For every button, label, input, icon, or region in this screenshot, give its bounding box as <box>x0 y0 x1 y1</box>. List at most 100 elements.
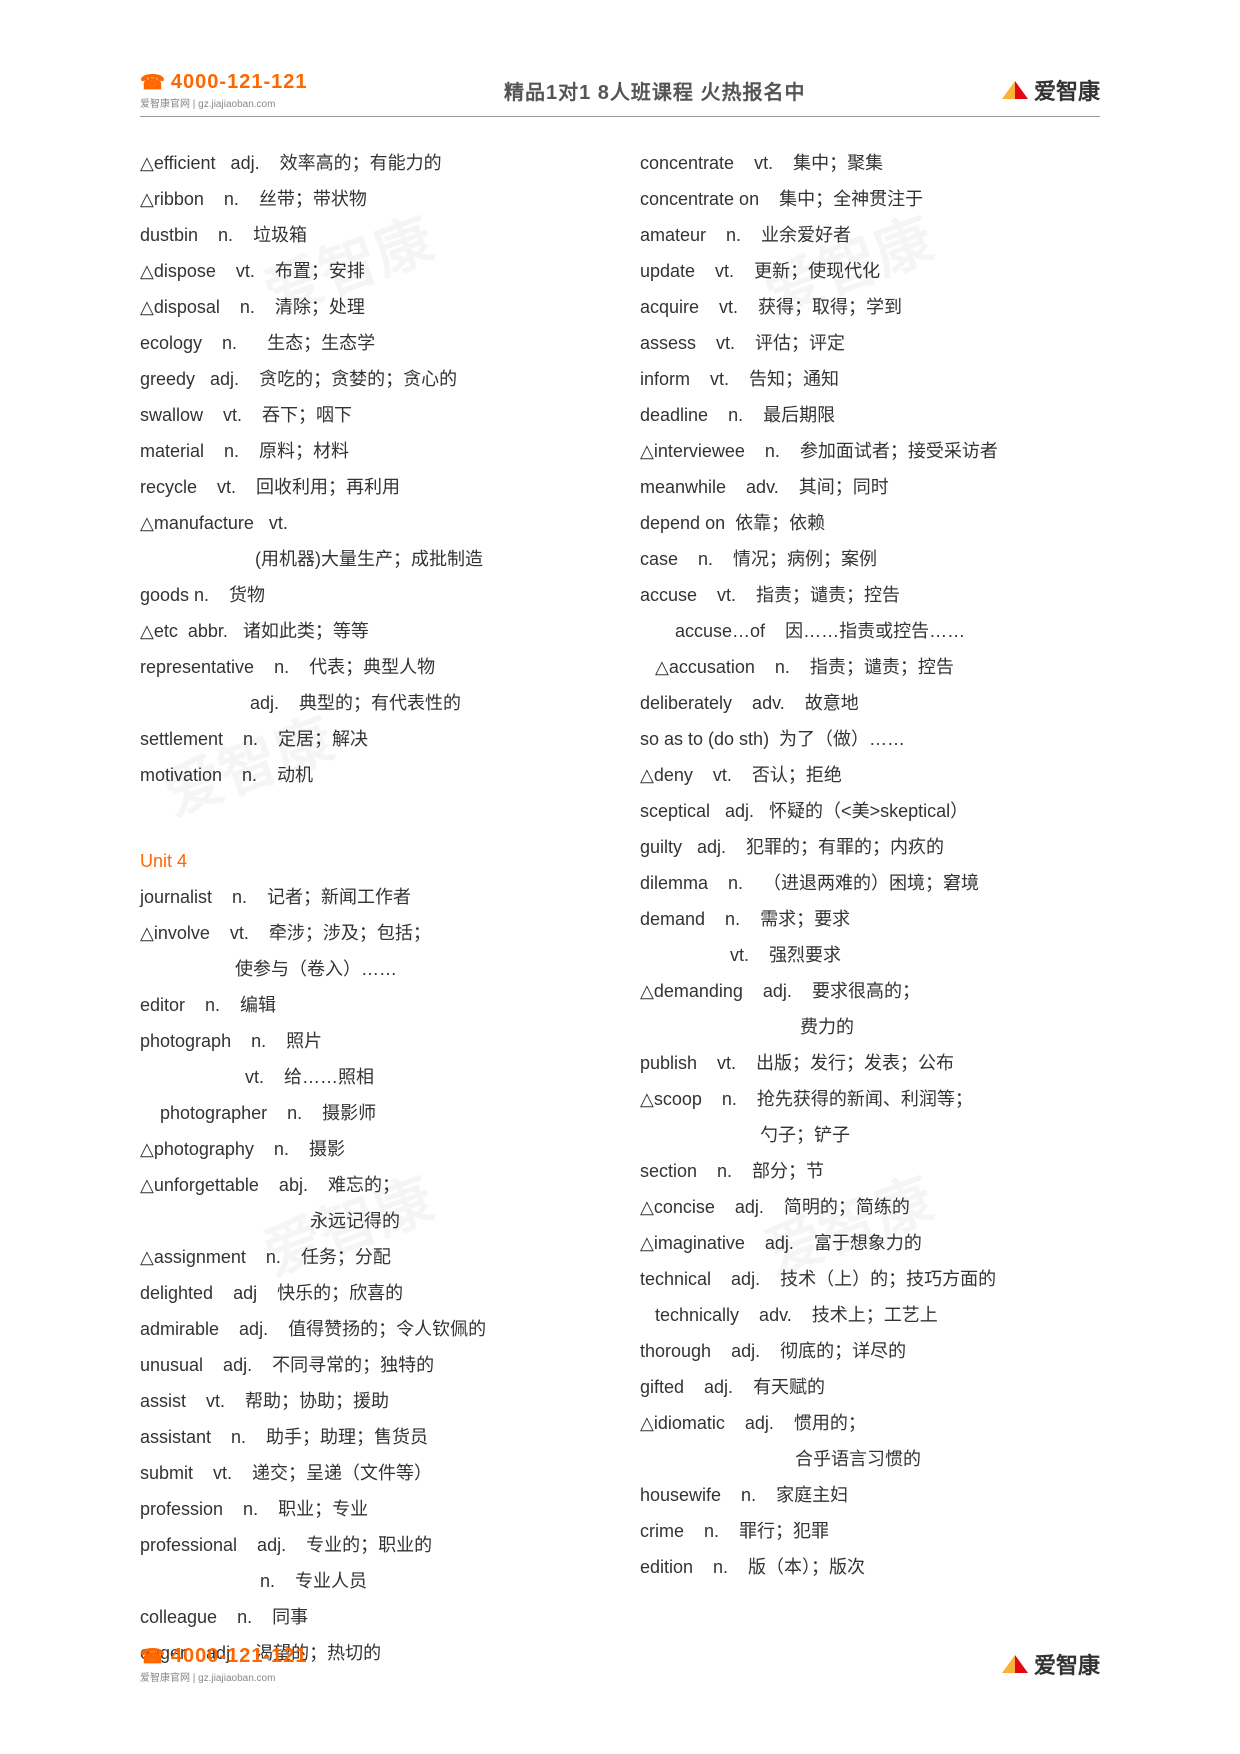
vocab-entry: crime n. 罪行；犯罪 <box>640 1513 1100 1549</box>
content-columns: △efficient adj. 效率高的；有能力的△ribbon n. 丝带；带… <box>140 145 1100 1671</box>
vocab-entry: inform vt. 告知；通知 <box>640 361 1100 397</box>
footer-phone-block: ☎ 4000-121-121 爱智康官网 | gz.jiajiaoban.com <box>140 1644 307 1684</box>
vocab-entry: unusual adj. 不同寻常的；独特的 <box>140 1347 600 1383</box>
phone-number: 4000-121-121 <box>171 71 308 94</box>
phone-icon: ☎ <box>140 1644 165 1669</box>
vocab-entry: assess vt. 评估；评定 <box>640 325 1100 361</box>
vocab-entry: concentrate vt. 集中；聚集 <box>640 145 1100 181</box>
vocab-entry: △efficient adj. 效率高的；有能力的 <box>140 145 600 181</box>
vocab-entry: greedy adj. 贪吃的；贪婪的；贪心的 <box>140 361 600 397</box>
vocab-entry: △manufacture vt. <box>140 505 600 541</box>
vocab-entry <box>140 793 600 829</box>
vocab-entry: gifted adj. 有天赋的 <box>640 1369 1100 1405</box>
vocab-entry: settlement n. 定居；解决 <box>140 721 600 757</box>
vocab-entry: △etc abbr. 诸如此类；等等 <box>140 613 600 649</box>
vocab-entry: acquire vt. 获得；取得；学到 <box>640 289 1100 325</box>
vocab-entry: photograph n. 照片 <box>140 1023 600 1059</box>
vocab-entry: 永远记得的 <box>140 1203 600 1239</box>
vocab-entry: meanwhile adv. 其间；同时 <box>640 469 1100 505</box>
vocab-entry: n. 专业人员 <box>140 1563 600 1599</box>
vocab-entry: concentrate on 集中；全神贯注于 <box>640 181 1100 217</box>
vocab-entry: 费力的 <box>640 1009 1100 1045</box>
vocab-entry: dustbin n. 垃圾箱 <box>140 217 600 253</box>
vocab-entry: recycle vt. 回收利用；再利用 <box>140 469 600 505</box>
vocab-entry: △disposal n. 清除；处理 <box>140 289 600 325</box>
vocab-entry: △imaginative adj. 富于想象力的 <box>640 1225 1100 1261</box>
vocab-entry: △deny vt. 否认；拒绝 <box>640 757 1100 793</box>
vocab-entry: 勺子；铲子 <box>640 1117 1100 1153</box>
vocab-entry: material n. 原料；材料 <box>140 433 600 469</box>
vocab-entry: △interviewee n. 参加面试者；接受采访者 <box>640 433 1100 469</box>
vocab-entry: representative n. 代表；典型人物 <box>140 649 600 685</box>
vocab-entry: motivation n. 动机 <box>140 757 600 793</box>
vocab-entry: adj. 典型的；有代表性的 <box>140 685 600 721</box>
phone-subtext: 爱智康官网 | gz.jiajiaoban.com <box>140 95 307 110</box>
vocab-entry: △dispose vt. 布置；安排 <box>140 253 600 289</box>
vocab-entry: accuse…of 因……指责或控告…… <box>640 613 1100 649</box>
phone-block: ☎ 4000-121-121 爱智康官网 | gz.jiajiaoban.com <box>140 70 307 110</box>
unit-heading: Unit 4 <box>140 843 600 879</box>
vocab-entry: colleague n. 同事 <box>140 1599 600 1635</box>
vocab-entry: ecology n. 生态；生态学 <box>140 325 600 361</box>
page-footer: ☎ 4000-121-121 爱智康官网 | gz.jiajiaoban.com… <box>140 1644 1100 1684</box>
footer-phone-subtext: 爱智康官网 | gz.jiajiaoban.com <box>140 1669 307 1684</box>
vocab-entry: so as to (do sth) 为了（做）…… <box>640 721 1100 757</box>
vocab-entry: assist vt. 帮助；协助；援助 <box>140 1383 600 1419</box>
brand-name: 爱智康 <box>1034 74 1100 106</box>
vocab-entry: (用机器)大量生产；成批制造 <box>140 541 600 577</box>
vocab-entry: swallow vt. 吞下；咽下 <box>140 397 600 433</box>
vocab-entry: 合乎语言习惯的 <box>640 1441 1100 1477</box>
vocab-entry: △idiomatic adj. 惯用的； <box>640 1405 1100 1441</box>
vocab-entry: △demanding adj. 要求很高的； <box>640 973 1100 1009</box>
brand-logo: 爱智康 <box>1002 74 1100 106</box>
vocab-entry: △scoop n. 抢先获得的新闻、利润等； <box>640 1081 1100 1117</box>
vocab-entry: housewife n. 家庭主妇 <box>640 1477 1100 1513</box>
vocab-entry: guilty adj. 犯罪的；有罪的；内疚的 <box>640 829 1100 865</box>
vocab-entry: assistant n. 助手；助理；售货员 <box>140 1419 600 1455</box>
vocab-entry: technically adv. 技术上；工艺上 <box>640 1297 1100 1333</box>
vocab-entry: 使参与（卷入）…… <box>140 951 600 987</box>
vocab-entry: △involve vt. 牵涉；涉及；包括； <box>140 915 600 951</box>
vocab-entry: technical adj. 技术（上）的；技巧方面的 <box>640 1261 1100 1297</box>
left-column: △efficient adj. 效率高的；有能力的△ribbon n. 丝带；带… <box>140 145 600 1671</box>
vocab-entry: publish vt. 出版；发行；发表；公布 <box>640 1045 1100 1081</box>
page-header: ☎ 4000-121-121 爱智康官网 | gz.jiajiaoban.com… <box>140 70 1100 117</box>
vocab-entry: edition n. 版（本）；版次 <box>640 1549 1100 1585</box>
vocab-entry: accuse vt. 指责；谴责；控告 <box>640 577 1100 613</box>
footer-brand-logo: 爱智康 <box>1002 1648 1100 1680</box>
vocab-entry: professional adj. 专业的；职业的 <box>140 1527 600 1563</box>
vocab-entry: update vt. 更新；使现代化 <box>640 253 1100 289</box>
vocab-entry: goods n. 货物 <box>140 577 600 613</box>
vocab-entry: editor n. 编辑 <box>140 987 600 1023</box>
logo-icon <box>1002 1651 1028 1677</box>
vocab-entry: photographer n. 摄影师 <box>140 1095 600 1131</box>
vocab-entry: dilemma n. （进退两难的）困境；窘境 <box>640 865 1100 901</box>
vocab-entry: △accusation n. 指责；谴责；控告 <box>640 649 1100 685</box>
right-column: concentrate vt. 集中；聚集concentrate on 集中；全… <box>640 145 1100 1671</box>
vocab-entry: deliberately adv. 故意地 <box>640 685 1100 721</box>
vocab-entry: case n. 情况；病例；案例 <box>640 541 1100 577</box>
vocab-entry: depend on 依靠；依赖 <box>640 505 1100 541</box>
vocab-entry: thorough adj. 彻底的；详尽的 <box>640 1333 1100 1369</box>
vocab-entry: sceptical adj. 怀疑的（<美>skeptical） <box>640 793 1100 829</box>
vocab-entry: △ribbon n. 丝带；带状物 <box>140 181 600 217</box>
footer-brand-name: 爱智康 <box>1034 1648 1100 1680</box>
vocab-entry: demand n. 需求；要求 <box>640 901 1100 937</box>
header-title: 精品1对1 8人班课程 火热报名中 <box>307 76 1002 105</box>
vocab-entry: admirable adj. 值得赞扬的；令人钦佩的 <box>140 1311 600 1347</box>
vocab-entry: △assignment n. 任务；分配 <box>140 1239 600 1275</box>
phone-icon: ☎ <box>140 70 165 95</box>
vocab-entry: deadline n. 最后期限 <box>640 397 1100 433</box>
vocab-entry: journalist n. 记者；新闻工作者 <box>140 879 600 915</box>
vocab-entry: vt. 强烈要求 <box>640 937 1100 973</box>
vocab-entry: △concise adj. 简明的；简练的 <box>640 1189 1100 1225</box>
logo-icon <box>1002 77 1028 103</box>
vocab-entry: profession n. 职业；专业 <box>140 1491 600 1527</box>
vocab-entry: vt. 给……照相 <box>140 1059 600 1095</box>
footer-phone-number: 4000-121-121 <box>171 1645 308 1668</box>
vocab-entry: section n. 部分；节 <box>640 1153 1100 1189</box>
vocab-entry: △photography n. 摄影 <box>140 1131 600 1167</box>
vocab-entry: amateur n. 业余爱好者 <box>640 217 1100 253</box>
vocab-entry: submit vt. 递交；呈递（文件等） <box>140 1455 600 1491</box>
vocab-entry: △unforgettable abj. 难忘的； <box>140 1167 600 1203</box>
